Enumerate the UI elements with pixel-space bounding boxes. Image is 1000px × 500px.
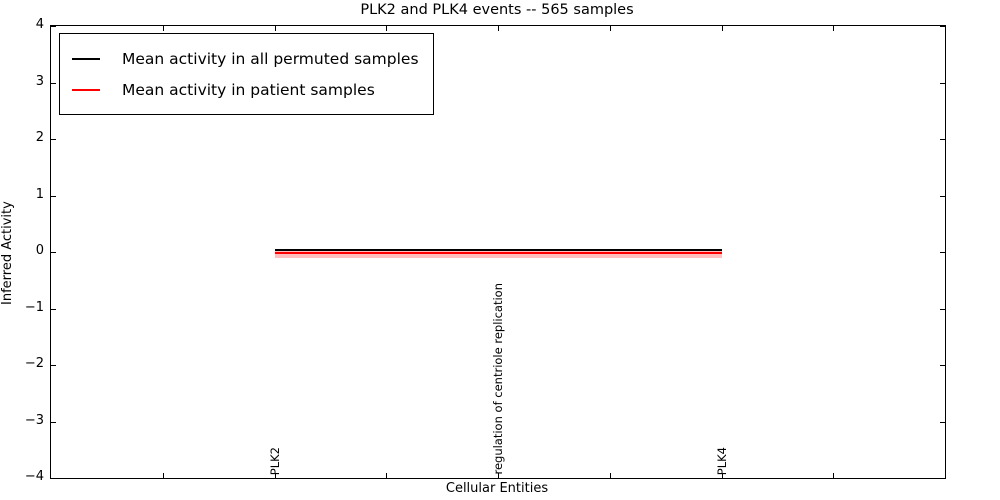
y-tick-label: −4	[24, 469, 44, 484]
entity-label: PLK2	[267, 446, 282, 475]
x-tick-mark	[274, 26, 276, 31]
y-tick-mark	[51, 421, 56, 423]
y-tick-label: 4	[35, 17, 44, 32]
y-tick-mark	[51, 252, 56, 253]
y-tick-label: 1	[35, 186, 44, 202]
entity-label: PLK4	[714, 446, 729, 475]
legend-entry-patient: Mean activity in patient samples	[72, 74, 419, 105]
entity-label: regulation of centriole replication	[491, 283, 505, 475]
y-tick-mark	[51, 195, 56, 197]
y-tick-label: 0	[35, 243, 44, 258]
y-tick-mark	[940, 308, 945, 310]
y-tick-mark	[51, 82, 56, 84]
x-tick-mark	[833, 26, 835, 31]
legend-label-permuted: Mean activity in all permuted samples	[122, 49, 419, 68]
x-tick-mark	[721, 26, 723, 31]
y-tick-mark	[940, 478, 945, 479]
y-tick-label: 3	[35, 73, 44, 89]
legend-label-patient: Mean activity in patient samples	[122, 80, 375, 99]
series-line-1	[274, 252, 722, 255]
y-tick-mark	[51, 478, 56, 479]
legend-entry-permuted: Mean activity in all permuted samples	[72, 43, 419, 74]
y-tick-mark	[51, 139, 56, 140]
x-tick-mark	[386, 26, 388, 31]
x-tick-mark	[162, 473, 164, 478]
y-tick-mark	[940, 139, 945, 140]
y-tick-label: −3	[24, 412, 44, 428]
x-axis-label: Cellular Entities	[445, 481, 549, 496]
y-tick-mark	[940, 195, 945, 197]
y-tick-mark	[51, 365, 56, 366]
permuted-line-swatch	[72, 57, 100, 60]
chart-title: PLK2 and PLK4 events -- 565 samples	[360, 2, 634, 18]
x-tick-mark	[609, 473, 611, 478]
y-tick-mark	[940, 421, 945, 423]
y-tick-mark	[940, 26, 945, 27]
x-tick-mark	[162, 26, 164, 31]
x-tick-mark	[386, 473, 388, 478]
y-tick-mark	[940, 252, 945, 253]
y-tick-mark	[51, 308, 56, 310]
x-tick-mark	[721, 473, 723, 478]
y-tick-mark	[940, 365, 945, 366]
plot-area: Mean activity in all permuted samples Me…	[50, 25, 946, 479]
y-tick-mark	[51, 26, 56, 27]
x-tick-mark	[833, 473, 835, 478]
x-tick-mark	[498, 26, 499, 31]
y-tick-label: −2	[24, 356, 44, 371]
series-line-0	[274, 249, 722, 252]
x-tick-mark	[274, 473, 276, 478]
x-tick-mark	[609, 26, 611, 31]
y-tick-label: 2	[35, 130, 44, 145]
y-tick-mark	[940, 82, 945, 84]
legend: Mean activity in all permuted samples Me…	[59, 33, 434, 115]
patient-line-swatch	[72, 88, 100, 91]
x-tick-mark	[498, 473, 499, 478]
y-tick-label: −1	[24, 299, 44, 315]
